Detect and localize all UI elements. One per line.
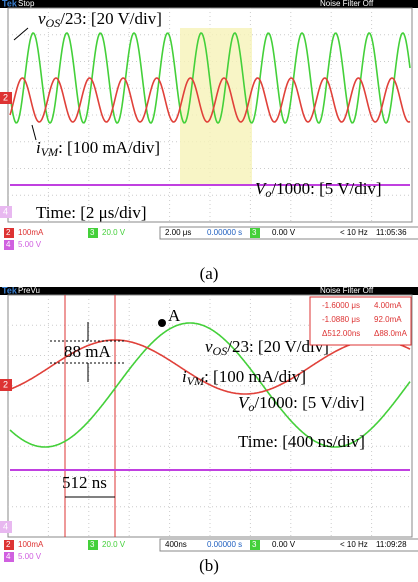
timebase: 2.00 μs	[165, 228, 191, 237]
waveform-label: Vo/1000: [5 V/div]	[255, 179, 382, 200]
trigger-level: 0.00 V	[272, 540, 296, 549]
readout-current: 4.00mA	[374, 301, 402, 310]
point-dot	[158, 319, 166, 327]
channel-number: 3	[90, 228, 95, 237]
readout-current: 92.0mA	[374, 315, 402, 324]
readout-time: -1.0880 μs	[322, 315, 360, 324]
clock: 11:05:36	[376, 228, 407, 237]
caption: (a)	[200, 264, 219, 283]
channel-number: 3	[90, 540, 95, 549]
timebase: 400ns	[165, 540, 187, 549]
frequency: < 10 Hz	[340, 540, 368, 549]
brand: Tek	[2, 285, 18, 295]
figure: TekStopNoise Filter Off24vOS/23: [20 V/d…	[0, 0, 418, 582]
label-text: /23: [20 V/div]	[60, 9, 162, 28]
trigger-level: 0.00 V	[272, 228, 296, 237]
noise-filter: Noise Filter Off	[320, 0, 374, 8]
ch4-marker-text: 4	[3, 206, 8, 216]
label-text: /1000: [5 V/div]	[271, 179, 381, 198]
ch2-marker-text: 2	[3, 379, 8, 389]
channel-number: 3	[252, 540, 257, 549]
channel-number: 2	[6, 228, 11, 237]
label-subscript: VM	[41, 145, 59, 159]
delta-current: 88 mA	[64, 342, 111, 361]
time-scale: Time: [400 ns/div]	[238, 432, 365, 451]
point-label: A	[168, 306, 181, 325]
waveform-label: Vo/1000: [5 V/div]	[238, 393, 365, 414]
readout-time: Δ512.00ns	[322, 329, 360, 338]
caption: (b)	[199, 556, 219, 575]
brand: Tek	[2, 0, 18, 8]
readout-time: -1.6000 μs	[322, 301, 360, 310]
channel-number: 3	[252, 228, 257, 237]
time-scale: Time: [2 μs/div]	[36, 203, 147, 222]
label-text: : [100 mA/div]	[204, 367, 306, 386]
channel-scale: 20.0 V	[102, 540, 126, 549]
label-subscript: VM	[187, 374, 205, 388]
channel-number: 2	[6, 540, 11, 549]
noise-filter: Noise Filter Off	[320, 286, 374, 295]
acq-status: Stop	[18, 0, 35, 8]
label-text: : [100 mA/div]	[58, 138, 160, 157]
label-subscript: OS	[46, 16, 61, 30]
channel-scale: 20.0 V	[102, 228, 126, 237]
channel-scale: 5.00 V	[18, 552, 42, 561]
channel-number: 4	[6, 552, 11, 561]
channel-number: 4	[6, 240, 11, 249]
channel-scale: 100mA	[18, 540, 44, 549]
ch4-marker-text: 4	[3, 521, 8, 531]
label-text: /1000: [5 V/div]	[254, 393, 364, 412]
position: 0.00000 s	[207, 540, 242, 549]
channel-scale: 5.00 V	[18, 240, 42, 249]
label-subscript: OS	[213, 344, 228, 358]
delta-time: 512 ns	[62, 473, 107, 492]
readout-current: Δ88.0mA	[374, 329, 408, 338]
clock: 11:09:28	[376, 540, 407, 549]
position: 0.00000 s	[207, 228, 242, 237]
frequency: < 10 Hz	[340, 228, 368, 237]
ch2-marker-text: 2	[3, 92, 8, 102]
zoom-highlight	[180, 28, 252, 185]
acq-status: PreVu	[18, 286, 40, 295]
channel-scale: 100mA	[18, 228, 44, 237]
